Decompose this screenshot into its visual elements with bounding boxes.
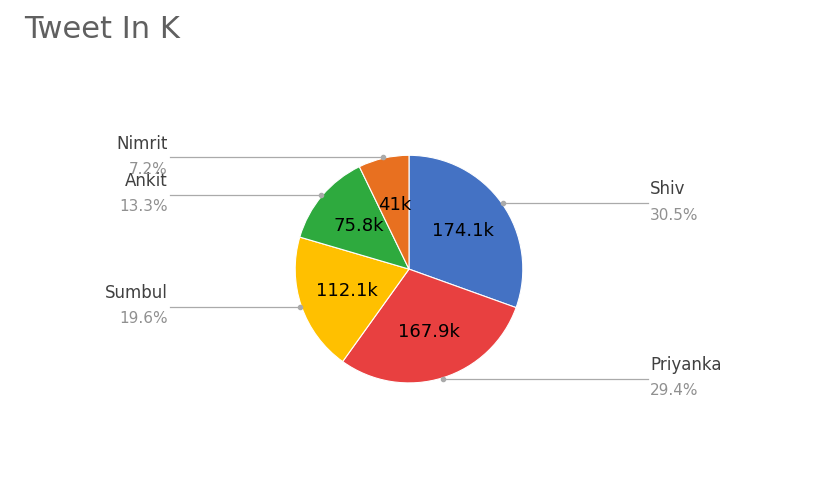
Text: 174.1k: 174.1k xyxy=(432,222,494,240)
Text: 30.5%: 30.5% xyxy=(650,208,699,222)
Wedge shape xyxy=(343,269,516,383)
Text: 41k: 41k xyxy=(378,196,411,214)
Text: Tweet In K: Tweet In K xyxy=(25,15,181,44)
Text: 29.4%: 29.4% xyxy=(650,383,699,398)
Wedge shape xyxy=(409,155,523,308)
Text: Priyanka: Priyanka xyxy=(650,356,721,374)
Text: 75.8k: 75.8k xyxy=(334,217,384,235)
Text: 112.1k: 112.1k xyxy=(316,282,377,300)
Wedge shape xyxy=(295,237,409,362)
Wedge shape xyxy=(299,166,409,269)
Wedge shape xyxy=(359,155,409,269)
Text: 7.2%: 7.2% xyxy=(129,161,168,177)
Text: 19.6%: 19.6% xyxy=(119,311,168,326)
Text: Sumbul: Sumbul xyxy=(105,284,168,302)
Text: Nimrit: Nimrit xyxy=(116,134,168,152)
Text: Shiv: Shiv xyxy=(650,181,685,199)
Text: 167.9k: 167.9k xyxy=(398,323,460,341)
Text: Ankit: Ankit xyxy=(125,173,168,190)
Text: 13.3%: 13.3% xyxy=(119,199,168,214)
